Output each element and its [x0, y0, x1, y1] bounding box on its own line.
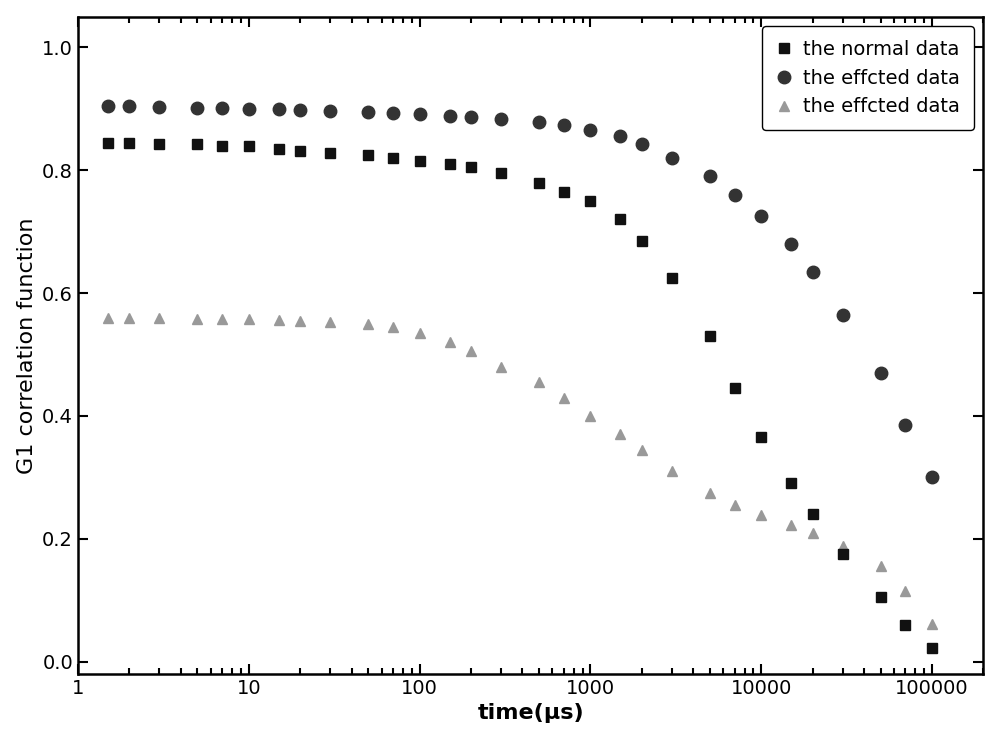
the effcted data [362, 107, 374, 116]
the effcted data [495, 115, 507, 124]
the effcted data [387, 323, 399, 332]
the effcted data [444, 337, 456, 346]
the effcted data [729, 500, 741, 509]
the normal data [294, 146, 306, 155]
the effcted data [899, 421, 911, 430]
the effcted data [636, 139, 648, 148]
the effcted data [584, 411, 596, 420]
the normal data [785, 479, 797, 488]
the normal data [216, 141, 228, 150]
the effcted data [243, 315, 255, 324]
the effcted data [926, 619, 938, 628]
the normal data [704, 332, 716, 340]
the effcted data [807, 267, 819, 276]
the normal data [926, 644, 938, 653]
the effcted data [414, 329, 426, 337]
the effcted data [153, 314, 165, 323]
the effcted data [216, 314, 228, 323]
the effcted data [191, 103, 203, 112]
the effcted data [444, 111, 456, 120]
the normal data [807, 510, 819, 519]
the normal data [755, 433, 767, 442]
Legend: the normal data, the effcted data, the effcted data: the normal data, the effcted data, the e… [762, 27, 974, 130]
the effcted data [636, 445, 648, 454]
the effcted data [837, 542, 849, 551]
the effcted data [875, 562, 887, 571]
the normal data [444, 160, 456, 169]
the normal data [584, 197, 596, 206]
the normal data [273, 144, 285, 153]
the normal data [614, 215, 626, 223]
the effcted data [785, 240, 797, 249]
Line: the effcted data: the effcted data [102, 99, 938, 484]
the effcted data [666, 467, 678, 476]
the effcted data [495, 363, 507, 371]
the effcted data [102, 101, 114, 110]
the effcted data [387, 109, 399, 118]
the normal data [558, 187, 570, 196]
the effcted data [755, 511, 767, 520]
the effcted data [414, 110, 426, 119]
the normal data [465, 163, 477, 172]
the effcted data [294, 106, 306, 115]
the effcted data [875, 369, 887, 377]
the normal data [636, 236, 648, 245]
the normal data [533, 178, 545, 187]
the effcted data [294, 316, 306, 325]
X-axis label: time(μs): time(μs) [477, 703, 584, 723]
the effcted data [123, 313, 135, 322]
the effcted data [273, 105, 285, 114]
the normal data [387, 153, 399, 162]
the normal data [362, 151, 374, 160]
the normal data [666, 273, 678, 282]
the effcted data [704, 172, 716, 181]
the effcted data [533, 377, 545, 386]
the normal data [495, 169, 507, 178]
the effcted data [785, 521, 797, 530]
the normal data [123, 138, 135, 147]
the normal data [102, 138, 114, 147]
the effcted data [324, 317, 336, 326]
the effcted data [614, 132, 626, 141]
the effcted data [273, 316, 285, 325]
the effcted data [729, 190, 741, 199]
the effcted data [584, 126, 596, 135]
the effcted data [704, 488, 716, 497]
the effcted data [123, 102, 135, 111]
the effcted data [666, 153, 678, 162]
the effcted data [324, 107, 336, 115]
Line: the normal data: the normal data [103, 138, 937, 653]
the effcted data [243, 104, 255, 113]
Y-axis label: G1 correlation function: G1 correlation function [17, 217, 37, 474]
the normal data [191, 140, 203, 149]
the effcted data [614, 430, 626, 439]
the effcted data [102, 313, 114, 322]
the normal data [153, 139, 165, 148]
the effcted data [755, 212, 767, 221]
the effcted data [837, 310, 849, 319]
the normal data [243, 141, 255, 150]
the effcted data [216, 104, 228, 112]
the normal data [414, 157, 426, 166]
the normal data [729, 384, 741, 393]
the normal data [899, 620, 911, 629]
the effcted data [558, 121, 570, 130]
the effcted data [558, 393, 570, 402]
the normal data [324, 149, 336, 158]
the normal data [875, 593, 887, 602]
the normal data [837, 550, 849, 559]
the effcted data [533, 118, 545, 127]
the effcted data [465, 112, 477, 121]
the effcted data [153, 103, 165, 112]
the effcted data [926, 473, 938, 482]
the effcted data [362, 320, 374, 329]
the effcted data [465, 347, 477, 356]
the effcted data [899, 587, 911, 596]
the effcted data [191, 314, 203, 323]
Line: the effcted data: the effcted data [103, 313, 937, 628]
the effcted data [807, 528, 819, 537]
